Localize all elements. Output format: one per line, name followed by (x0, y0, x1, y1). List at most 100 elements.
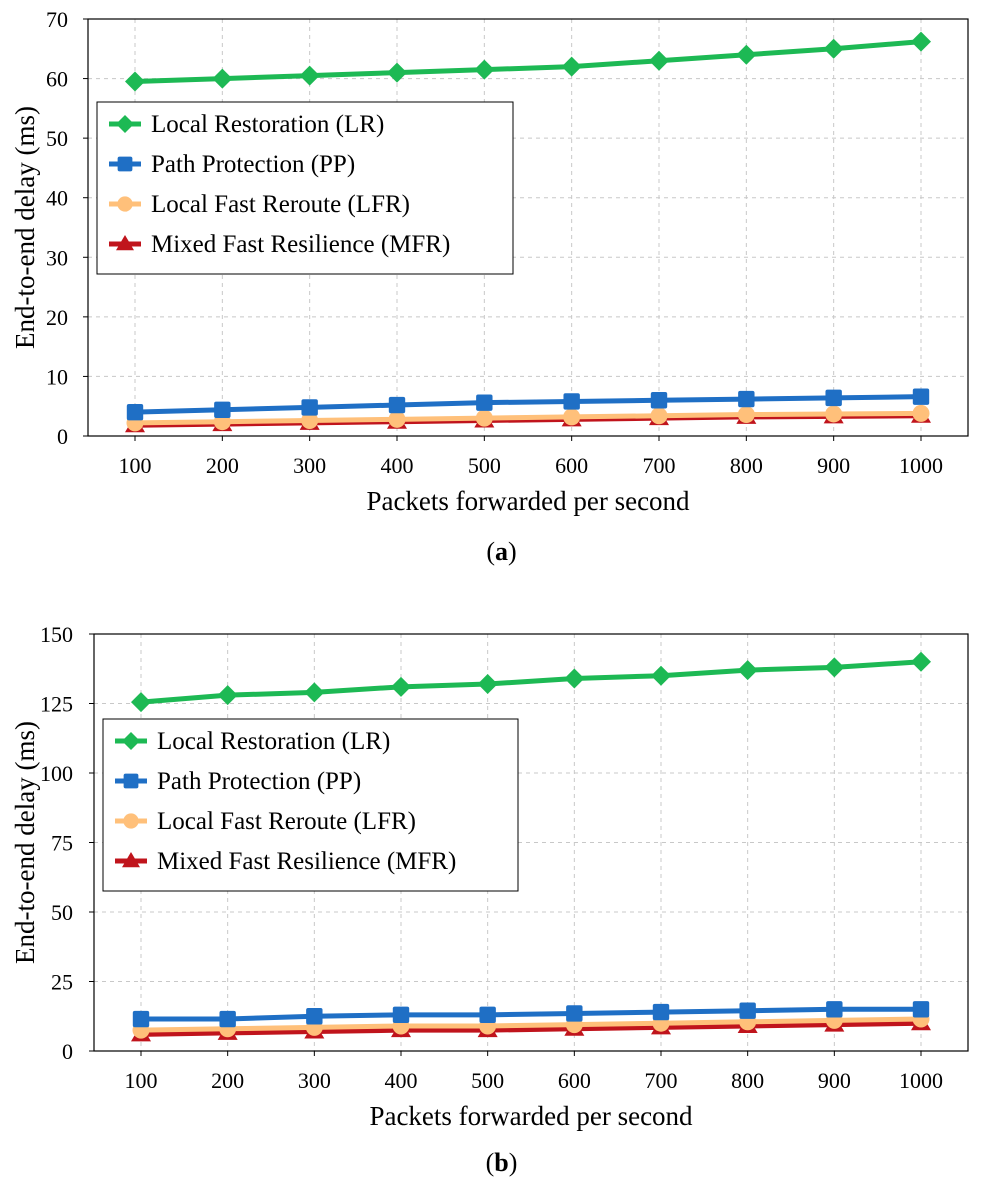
y-tick-label: 75 (51, 831, 73, 856)
data-point (649, 50, 669, 71)
x-tick-label: 800 (730, 453, 763, 478)
data-point (475, 409, 493, 427)
data-point (219, 1010, 236, 1028)
x-tick-label: 600 (558, 1068, 591, 1093)
x-tick-label: 100 (125, 1068, 158, 1093)
x-axis-label: Packets forwarded per second (369, 1101, 693, 1131)
legend: Local Restoration (LR) Path Protection (P… (102, 718, 519, 892)
legend-marker (116, 235, 134, 251)
legend-item: Path Protection (PP) (115, 768, 361, 795)
data-point (652, 1003, 670, 1021)
y-tick-label: 50 (51, 900, 73, 925)
x-tick-label: 400 (381, 453, 414, 478)
x-tick-label: 700 (643, 453, 676, 478)
caption-b: (b) (0, 1148, 1003, 1178)
legend-item: Mixed Fast Resilience (MFR) (109, 231, 450, 258)
x-axis-label: Packets forwarded per second (366, 486, 690, 516)
x-tick-label: 700 (645, 1068, 678, 1093)
y-tick-label: 0 (62, 1039, 73, 1064)
caption-b-left: ( (485, 1148, 495, 1177)
data-point (825, 389, 842, 407)
data-point (737, 660, 758, 681)
series-line (140, 1020, 922, 1037)
legend-marker (122, 732, 140, 750)
data-point (476, 394, 493, 411)
data-point (561, 56, 582, 77)
legend-item: Local Restoration (LR) (109, 111, 384, 138)
legend-marker (117, 196, 133, 212)
legend-marker (117, 156, 133, 172)
legend-label: Local Restoration (LR) (157, 728, 390, 755)
data-point (564, 668, 585, 689)
data-point (911, 651, 931, 672)
y-tick-label: 10 (46, 364, 68, 389)
y-axis-label: End-to-end delay (ms) (10, 721, 40, 964)
data-point (650, 392, 668, 409)
data-point (650, 407, 668, 425)
y-tick-label: 70 (46, 7, 68, 32)
legend-item: Local Fast Reroute (LFR) (109, 191, 410, 218)
data-point (131, 692, 151, 713)
data-point (739, 1002, 756, 1019)
data-point (306, 1008, 323, 1025)
data-point (299, 65, 320, 86)
data-point (826, 1001, 843, 1018)
x-tick-label: 400 (385, 1068, 418, 1093)
y-tick-label: 60 (46, 67, 68, 92)
legend-box (102, 718, 519, 892)
data-point (825, 405, 843, 423)
x-tick-label: 1000 (899, 1068, 943, 1093)
series-line (134, 39, 922, 85)
data-point (912, 388, 930, 405)
legend-label: Mixed Fast Resilience (MFR) (151, 231, 450, 258)
caption-a-letter: a (495, 537, 508, 566)
series-line (141, 1006, 921, 1022)
y-tick-label: 125 (40, 692, 73, 717)
x-tick-label: 600 (555, 453, 588, 478)
data-point (563, 408, 581, 426)
y-axis-label: End-to-end delay (ms) (10, 106, 40, 349)
caption-a: (a) (0, 537, 1003, 567)
caption-a-left: ( (486, 537, 495, 566)
y-tick-label: 50 (46, 126, 68, 151)
x-tick-label: 500 (471, 1068, 504, 1093)
data-point (301, 399, 318, 416)
data-point (912, 1001, 930, 1018)
series-line (134, 410, 922, 426)
data-point (217, 685, 238, 706)
data-point (477, 674, 498, 695)
chart-a: 100 200 300 400 500 600 700 800 900 1000 0 10 20 30 40… (10, 7, 969, 516)
data-point (823, 38, 844, 59)
legend-item: Mixed Fast Resilience (MFR) (115, 848, 456, 875)
y-tick-label: 150 (40, 622, 73, 647)
data-point (301, 412, 319, 430)
legend-item: Local Fast Reroute (LFR) (115, 808, 416, 835)
data-point (474, 59, 495, 80)
y-tick-label: 20 (46, 305, 68, 330)
data-point (736, 44, 757, 65)
data-point (824, 657, 845, 678)
legend-label: Local Fast Reroute (LFR) (151, 191, 410, 218)
series-line (140, 659, 922, 705)
data-point (387, 62, 407, 83)
data-point (126, 403, 144, 421)
legend-label: Local Fast Reroute (LFR) (157, 808, 416, 835)
legend-marker (116, 115, 134, 133)
y-tick-label: 100 (40, 761, 73, 786)
x-tick-label: 200 (206, 453, 239, 478)
series-diamond (131, 651, 931, 713)
data-point (132, 1010, 150, 1028)
legend-label: Local Restoration (LR) (151, 111, 384, 138)
data-point (911, 31, 931, 52)
caption-b-letter: b (494, 1148, 509, 1177)
series-square (126, 388, 930, 421)
legend-marker (123, 773, 139, 789)
x-tick-label: 900 (817, 453, 850, 478)
data-point (563, 393, 580, 410)
data-point (212, 68, 233, 89)
data-point (392, 1006, 410, 1024)
caption-b-right: ) (508, 1148, 518, 1177)
x-tick-label: 300 (298, 1068, 331, 1093)
x-tick-label: 900 (818, 1068, 851, 1093)
legend-item: Path Protection (PP) (109, 151, 355, 178)
